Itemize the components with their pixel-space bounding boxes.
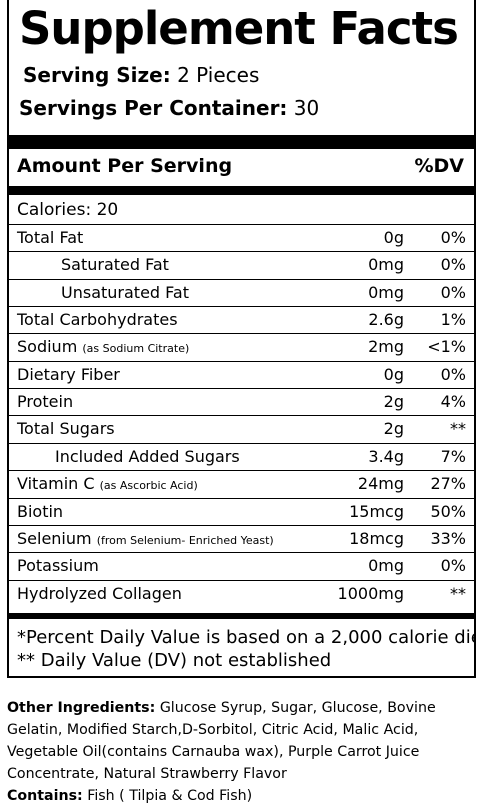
nutrient-row: Biotin 15mcg 50%: [9, 497, 474, 526]
footnote-dv-not-established: ** Daily Value (DV) not established: [17, 650, 332, 671]
nutrient-amount: 2mg: [368, 337, 404, 357]
nutrient-dv: 27%: [430, 474, 466, 494]
nutrient-row: Potassium 0mg 0%: [9, 552, 474, 580]
nutrient-name: Included Added Sugars: [55, 447, 240, 466]
nutrient-amount: 24mg: [357, 474, 404, 494]
nutrient-dv: 0%: [440, 228, 466, 247]
nutrient-name-text: Biotin: [17, 501, 64, 521]
nutrient-amount: 2g: [383, 392, 404, 412]
nutrient-row: Total Carbohydrates 2.6g 1%: [9, 306, 474, 334]
nutrient-name-text: Hydrolyzed Collagen: [17, 583, 182, 603]
nutrient-name: Dietary Fiber: [17, 365, 120, 384]
nutrient-name: Vitamin C (as Ascorbic Acid): [17, 474, 198, 493]
nutrient-dv: 0%: [440, 282, 466, 302]
nutrient-row: Selenium (from Selenium- Enriched Yeast)…: [9, 524, 474, 553]
nutrient-dv: 33%: [430, 528, 466, 548]
nutrient-row: Protein 2g 4%: [9, 388, 474, 416]
divider-bottom: [9, 613, 474, 619]
nutrient-name: Unsaturated Fat: [61, 283, 189, 302]
contains-text: Fish ( Tilpia & Cod Fish): [87, 788, 253, 804]
dv-header-label: %DV: [414, 155, 464, 177]
nutrient-amount: 2.6g: [368, 310, 404, 330]
nutrient-amount: 0g: [383, 364, 404, 384]
supplement-facts-panel: Supplement Facts Serving Size: 2 Pieces …: [7, 0, 476, 678]
nutrient-name-text: Dietary Fiber: [17, 364, 120, 384]
nutrient-name: Potassium: [17, 556, 99, 575]
nutrient-name: Biotin: [17, 502, 63, 521]
nutrient-name-text: Protein: [17, 392, 74, 412]
nutrient-amount: 1000mg: [337, 583, 404, 603]
nutrient-row: Vitamin C (as Ascorbic Acid) 24mg 27%: [9, 470, 474, 498]
nutrient-name: Sodium (as Sodium Citrate): [17, 337, 189, 356]
nutrient-name-text: Included Added Sugars: [55, 446, 240, 466]
ingredients-block: Other Ingredients: Glucose Syrup, Sugar,…: [7, 697, 473, 807]
divider-medium: [9, 186, 474, 195]
nutrient-name-text: Total Sugars: [17, 419, 115, 439]
nutrient-row: Unsaturated Fat 0mg 0%: [9, 278, 474, 307]
nutrient-name-text: Unsaturated Fat: [61, 282, 189, 302]
nutrient-amount: 0mg: [368, 282, 404, 302]
nutrient-dv: **: [450, 419, 466, 439]
servings-per-container-value: 30: [293, 96, 320, 120]
nutrient-row: Total Sugars 2g **: [9, 415, 474, 443]
nutrient-row: Included Added Sugars 3.4g 7%: [9, 442, 474, 471]
nutrient-amount: 0mg: [368, 255, 404, 275]
nutrient-dv: 1%: [440, 310, 466, 330]
nutrient-name: Protein: [17, 392, 73, 411]
nutrient-row: Sodium (as Sodium Citrate) 2mg <1%: [9, 333, 474, 361]
nutrient-name: Total Sugars: [17, 419, 115, 438]
amount-header: Amount Per Serving %DV: [17, 155, 464, 181]
nutrient-name-text: Vitamin C: [17, 474, 95, 494]
nutrient-name-text: Total Carbohydrates: [17, 310, 178, 330]
nutrient-name: Total Fat: [17, 228, 83, 247]
nutrient-name: Selenium (from Selenium- Enriched Yeast): [17, 529, 274, 548]
servings-per-container-label: Servings Per Container:: [19, 96, 288, 120]
serving-size-value: 2 Pieces: [177, 63, 260, 87]
divider-thick: [9, 135, 474, 149]
nutrient-row: Hydrolyzed Collagen 1000mg **: [9, 579, 474, 608]
nutrient-source-note: (as Sodium Citrate): [82, 342, 190, 356]
nutrient-name-text: Potassium: [17, 556, 99, 576]
other-ingredients-text: Glucose Syrup, Sugar, Glucose, Bovine Ge…: [7, 700, 436, 782]
serving-size-label: Serving Size:: [23, 63, 171, 87]
nutrient-name: Hydrolyzed Collagen: [17, 584, 182, 603]
nutrient-name-text: Selenium: [17, 528, 92, 548]
nutrient-dv: 7%: [440, 446, 466, 466]
nutrient-name-text: Sodium: [17, 337, 78, 357]
nutrient-amount: 2g: [383, 419, 404, 439]
calories: Calories: 20: [17, 200, 119, 220]
nutrient-dv: 0%: [440, 255, 466, 275]
nutrient-source-note: (from Selenium- Enriched Yeast): [96, 533, 274, 547]
nutrient-source-note: (as Ascorbic Acid): [99, 479, 198, 493]
nutrient-amount: 0g: [383, 228, 404, 247]
nutrient-name-text: Saturated Fat: [61, 255, 169, 275]
nutrient-dv: 0%: [440, 556, 466, 576]
nutrient-dv: **: [450, 583, 466, 603]
nutrient-amount: 3.4g: [368, 446, 404, 466]
nutrient-dv: 4%: [440, 392, 466, 412]
nutrient-amount: 18mcg: [349, 528, 404, 548]
nutrient-dv: 50%: [430, 501, 466, 521]
nutrient-amount: 0mg: [368, 556, 404, 576]
servings-per-container: Servings Per Container: 30: [19, 96, 319, 120]
nutrient-row: Saturated Fat 0mg 0%: [9, 251, 474, 279]
nutrient-amount: 15mcg: [349, 501, 404, 521]
nutrient-name: Saturated Fat: [61, 255, 169, 274]
nutrient-row: Dietary Fiber 0g 0%: [9, 360, 474, 389]
other-ingredients-label: Other Ingredients:: [7, 700, 156, 716]
footnote-percent-dv: *Percent Daily Value is based on a 2,000…: [17, 627, 476, 648]
nutrient-dv: <1%: [427, 337, 466, 357]
nutrient-dv: 0%: [440, 364, 466, 384]
nutrient-name-text: Total Fat: [17, 228, 84, 247]
serving-size: Serving Size: 2 Pieces: [23, 63, 259, 87]
nutrient-name: Total Carbohydrates: [17, 310, 178, 329]
amount-per-serving-label: Amount Per Serving: [17, 155, 233, 177]
panel-title: Supplement Facts: [19, 2, 459, 55]
nutrient-row: Total Fat 0g 0%: [9, 224, 474, 252]
contains-label: Contains:: [7, 788, 83, 804]
